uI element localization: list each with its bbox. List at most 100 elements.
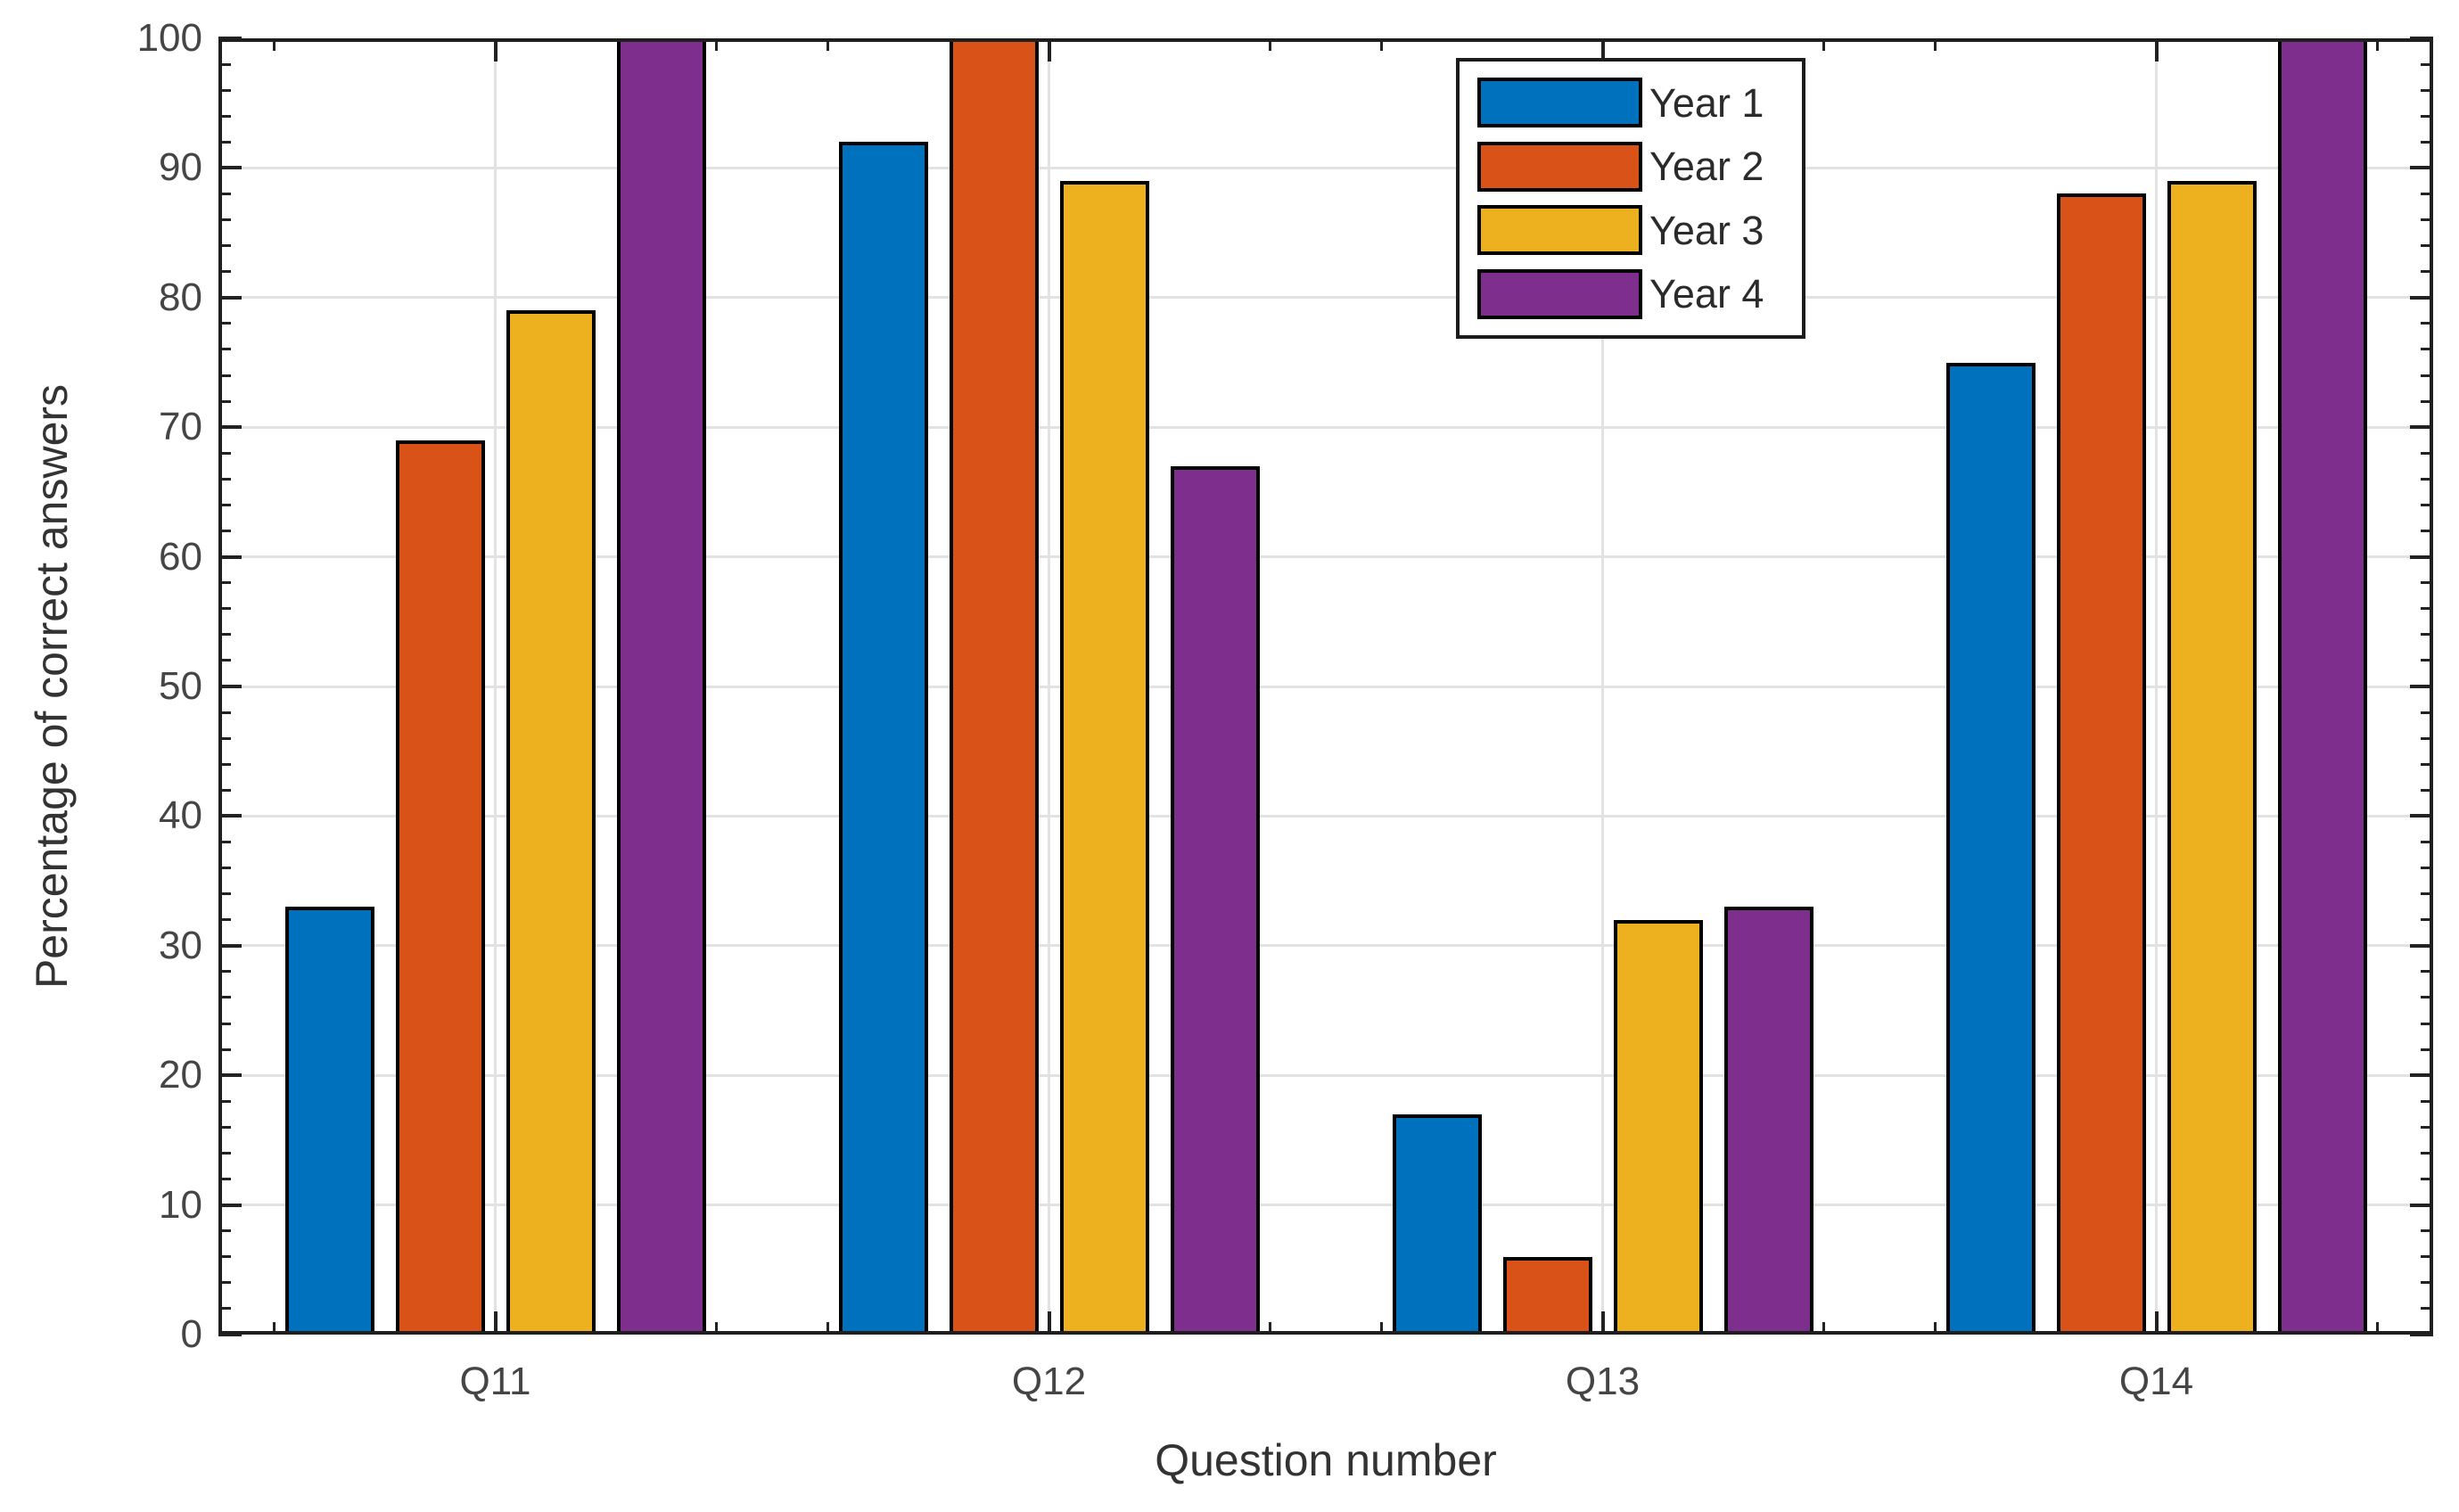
y-minor-tick — [2421, 1048, 2433, 1051]
y-minor-tick — [218, 62, 231, 66]
gridline-vertical — [2155, 38, 2158, 1335]
x-minor-tick — [1822, 38, 1826, 51]
y-minor-tick — [2421, 218, 2433, 222]
y-minor-tick — [2421, 399, 2433, 403]
y-minor-tick — [218, 1255, 231, 1259]
y-minor-tick — [2421, 1022, 2433, 1025]
bar-q13-year-3 — [1613, 919, 1703, 1335]
y-minor-tick — [218, 192, 231, 195]
gridline-horizontal — [218, 944, 2433, 948]
y-minor-tick — [218, 1229, 231, 1233]
y-minor-tick — [218, 348, 231, 351]
y-major-tick — [2410, 555, 2433, 559]
y-minor-tick — [218, 244, 231, 248]
y-minor-tick — [2421, 322, 2433, 325]
y-minor-tick — [2421, 1125, 2433, 1129]
legend-swatch-year-3 — [1477, 205, 1642, 256]
y-tick-label: 0 — [180, 1312, 202, 1356]
y-minor-tick — [218, 322, 231, 325]
y-minor-tick — [2421, 140, 2433, 144]
y-minor-tick — [2421, 892, 2433, 896]
y-minor-tick — [2421, 114, 2433, 118]
y-minor-tick — [2421, 659, 2433, 662]
x-tick-label-q13: Q13 — [1565, 1360, 1641, 1403]
y-minor-tick — [218, 711, 231, 714]
y-major-tick — [218, 295, 242, 300]
y-minor-tick — [2421, 451, 2433, 455]
bar-q14-year-2 — [2056, 193, 2146, 1335]
y-minor-tick — [218, 1125, 231, 1129]
y-minor-tick — [218, 1022, 231, 1025]
y-minor-tick — [2421, 62, 2433, 66]
y-minor-tick — [218, 659, 231, 662]
bar-q14-year-4 — [2277, 38, 2367, 1335]
y-tick-label: 70 — [159, 405, 202, 449]
y-minor-tick — [2421, 633, 2433, 637]
x-tick-label-q12: Q12 — [1011, 1360, 1087, 1403]
x-axis-label: Question number — [1155, 1435, 1497, 1485]
bar-q13-year-1 — [1392, 1113, 1482, 1335]
y-minor-tick — [218, 451, 231, 455]
gridline-horizontal — [218, 685, 2433, 688]
y-tick-label: 40 — [159, 793, 202, 838]
y-minor-tick — [218, 788, 231, 792]
y-major-tick — [2410, 943, 2433, 948]
y-major-tick — [218, 166, 242, 170]
y-minor-tick — [2421, 762, 2433, 766]
y-minor-tick — [2421, 1307, 2433, 1311]
y-minor-tick — [218, 736, 231, 740]
y-major-tick — [2410, 425, 2433, 430]
y-tick-label: 10 — [159, 1182, 202, 1227]
bar-q11-year-3 — [506, 310, 596, 1335]
y-minor-tick — [218, 1178, 231, 1181]
bar-q11-year-1 — [284, 907, 374, 1335]
gridline-horizontal — [218, 555, 2433, 559]
y-minor-tick — [218, 218, 231, 222]
y-major-tick — [218, 1073, 242, 1078]
x-major-tick — [1047, 1311, 1051, 1335]
legend-row-year-2: Year 2 — [1477, 141, 1784, 192]
y-minor-tick — [2421, 1099, 2433, 1103]
gridline-horizontal — [218, 166, 2433, 169]
y-major-tick — [218, 1333, 242, 1336]
y-tick-label: 80 — [159, 275, 202, 319]
x-minor-tick — [826, 38, 829, 51]
x-minor-tick — [1269, 38, 1272, 51]
x-major-tick — [1047, 38, 1051, 62]
y-major-tick — [2410, 295, 2433, 300]
y-minor-tick — [218, 1151, 231, 1155]
y-tick-label: 60 — [159, 534, 202, 579]
y-minor-tick — [218, 633, 231, 637]
legend-swatch-year-4 — [1477, 268, 1642, 319]
y-minor-tick — [218, 607, 231, 611]
y-major-tick — [2410, 1203, 2433, 1207]
y-minor-tick — [218, 477, 231, 481]
y-minor-tick — [2421, 348, 2433, 351]
legend-label: Year 3 — [1649, 207, 1764, 253]
y-minor-tick — [2421, 503, 2433, 506]
y-major-tick — [2410, 1073, 2433, 1078]
y-major-tick — [2410, 1333, 2433, 1336]
y-major-tick — [218, 943, 242, 948]
y-minor-tick — [218, 503, 231, 506]
y-minor-tick — [2421, 1255, 2433, 1259]
x-minor-tick — [715, 1322, 719, 1335]
y-minor-tick — [2421, 1178, 2433, 1181]
plot-area — [218, 37, 2433, 1336]
bar-q12-year-3 — [1059, 180, 1149, 1335]
bar-q13-year-2 — [1502, 1256, 1592, 1335]
bar-q11-year-2 — [395, 440, 485, 1335]
y-minor-tick — [218, 1099, 231, 1103]
x-minor-tick — [2376, 1322, 2380, 1335]
x-minor-tick — [826, 1322, 829, 1335]
y-tick-label: 90 — [159, 145, 202, 190]
gridline-vertical — [1048, 38, 1050, 1335]
y-minor-tick — [218, 1307, 231, 1311]
x-tick-label-q14: Q14 — [2118, 1360, 2194, 1403]
x-major-tick — [2154, 38, 2159, 62]
y-minor-tick — [2421, 867, 2433, 870]
y-minor-tick — [218, 270, 231, 274]
gridline-vertical — [494, 38, 497, 1335]
y-minor-tick — [2421, 840, 2433, 843]
